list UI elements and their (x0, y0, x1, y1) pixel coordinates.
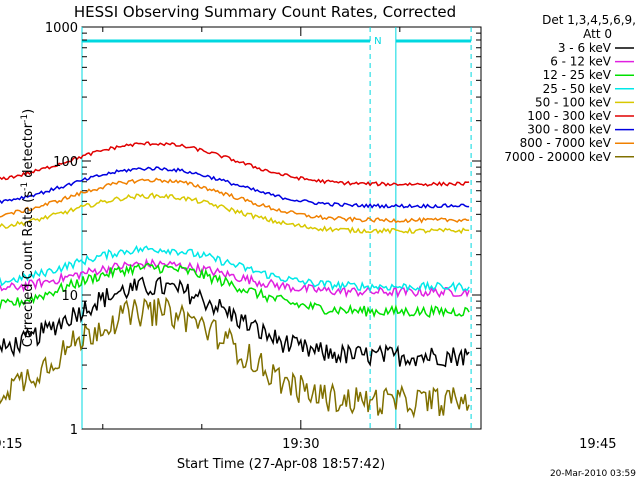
axis-layer: 110100100019:0019:1519:3019:4520:0020:15… (0, 21, 617, 452)
plot-frame (81, 26, 482, 430)
y-tick-label: 1000 (45, 21, 78, 36)
x-tick-label: 19:30 (282, 437, 319, 452)
series-line (0, 296, 470, 419)
y-tick-label: 100 (53, 155, 78, 170)
series-line (0, 276, 470, 368)
y-axis-label: Corrected Count Rate (s-1 detector-1) (20, 109, 36, 347)
y-axis-label-mid: detector (21, 122, 36, 182)
legend-label: 3 - 6 keV (558, 41, 612, 55)
x-axis-label: Start Time (27-Apr-08 18:57:42) (177, 457, 385, 472)
legend-label: 12 - 25 keV (543, 68, 612, 82)
y-axis-label-sup-2: -1 (20, 114, 30, 123)
x-tick-label: 19:45 (579, 437, 616, 452)
series-line (0, 257, 470, 299)
night-label: N (374, 36, 381, 47)
legend-label: 50 - 100 keV (535, 95, 612, 109)
series-line (0, 177, 470, 224)
y-axis-label-end: ) (21, 109, 36, 114)
legend-label: 6 - 12 keV (550, 55, 612, 69)
y-tick-label: 1 (70, 423, 78, 438)
y-tick-label: 10 (61, 289, 78, 304)
plot-timestamp: 20-Mar-2010 03:59 (550, 469, 636, 479)
series-line (0, 262, 470, 319)
y-axis-label-sup-1: -1 (20, 182, 30, 191)
chart-title: HESSI Observing Summary Count Rates, Cor… (74, 3, 456, 21)
night-layer: N (81, 27, 472, 429)
series-line (0, 166, 470, 209)
legend-label: 7000 - 20000 keV (504, 150, 611, 164)
series-line (0, 141, 470, 187)
series-layer (0, 141, 470, 419)
legend-header-1: Det 1,3,4,5,6,9, (542, 13, 636, 27)
legend-label: 25 - 50 keV (543, 82, 612, 96)
x-tick-label: 19:15 (0, 437, 23, 452)
legend-label: 100 - 300 keV (527, 109, 611, 123)
legend-label: 300 - 800 keV (527, 123, 611, 137)
legend-label: 800 - 7000 keV (520, 136, 612, 150)
y-axis-label-main: Corrected Count Rate (s (21, 191, 36, 348)
series-line (0, 244, 470, 293)
legend-header-2: Att 0 (583, 27, 612, 41)
series-line (0, 192, 470, 235)
